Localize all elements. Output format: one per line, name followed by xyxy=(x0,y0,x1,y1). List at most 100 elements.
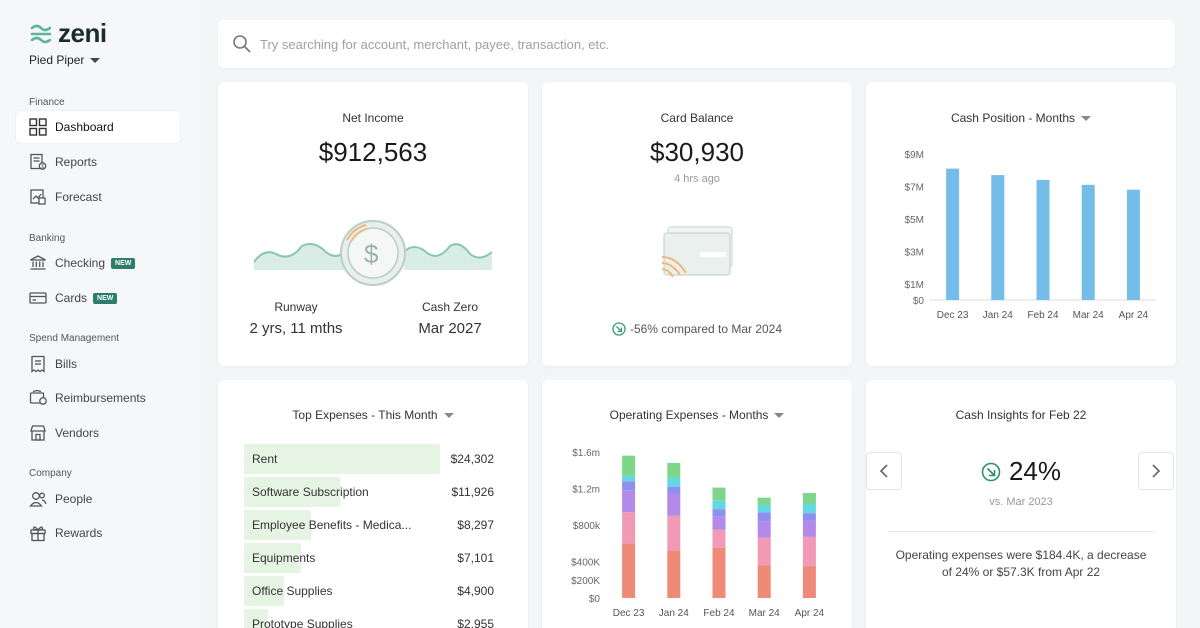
cash-position-card[interactable]: Cash Position - Months $0 $1M $3M $5M $7M $9M… xyxy=(866,82,1176,366)
opex-bar-segment xyxy=(757,537,771,566)
expense-name: Equipments xyxy=(252,551,316,565)
bank-icon xyxy=(28,253,48,273)
reimbursements-icon xyxy=(28,388,48,408)
expense-amount: $4,900 xyxy=(457,584,494,598)
card-balance-title: Card Balance xyxy=(660,111,734,125)
sidebar-item-checking[interactable]: Checking NEW xyxy=(16,247,180,279)
company-switcher[interactable]: Pied Piper xyxy=(29,53,101,67)
sidebar-item-cards[interactable]: Cards NEW xyxy=(16,282,180,314)
sidebar-item-forecast[interactable]: Forecast xyxy=(16,181,180,213)
opex-bar-segment xyxy=(712,487,726,501)
opex-bar-segment xyxy=(802,504,816,514)
section-label-company: Company xyxy=(29,468,72,479)
opex-bar-segment xyxy=(622,543,636,598)
opex-bar-segment xyxy=(667,550,681,598)
bills-icon xyxy=(28,354,48,374)
search-icon xyxy=(233,35,251,53)
cash-insights-title: Cash Insights for Feb 22 xyxy=(955,408,1087,422)
y-tick-label: $1.6m xyxy=(572,448,600,459)
zeni-logo[interactable]: zeni xyxy=(30,18,107,49)
x-tick-label: Dec 23 xyxy=(937,310,969,321)
expense-bar xyxy=(244,543,301,573)
y-tick-label: $7M xyxy=(905,182,924,193)
x-tick-label: Jan 24 xyxy=(659,608,689,619)
expense-row[interactable]: Equipments $7,101 xyxy=(244,543,494,573)
expense-row[interactable]: Software Subscription $11,926 xyxy=(244,477,494,507)
y-tick-label: $200K xyxy=(571,576,600,587)
operating-expenses-card[interactable]: Operating Expenses - Months $0 $200K $400K… xyxy=(542,380,852,628)
sidebar-item-label: Forecast xyxy=(55,190,102,204)
y-tick-label: $5M xyxy=(905,215,924,226)
expense-amount: $24,302 xyxy=(450,452,494,466)
cash-bar xyxy=(1081,184,1095,300)
search-bar[interactable] xyxy=(218,20,1175,68)
section-label-banking: Banking xyxy=(29,233,66,244)
chevron-left-icon xyxy=(879,464,888,478)
operating-expenses-title-dropdown[interactable]: Operating Expenses - Months xyxy=(542,408,852,422)
expense-row[interactable]: Rent $24,302 xyxy=(244,444,494,474)
expense-amount: $7,101 xyxy=(457,551,494,565)
chevron-down-icon xyxy=(774,412,785,418)
top-expenses-card[interactable]: Top Expenses - This Month Rent $24,302 S… xyxy=(218,380,528,628)
opex-bar-segment xyxy=(622,490,636,513)
cash-zero-value: Mar 2027 xyxy=(418,320,482,337)
y-tick-label: $9M xyxy=(905,150,924,161)
sidebar-item-label: Rewards xyxy=(55,526,103,540)
expense-amount: $8,297 xyxy=(457,518,494,532)
opex-bar-segment xyxy=(802,493,816,505)
sidebar-item-vendors[interactable]: Vendors xyxy=(16,417,180,449)
y-tick-label: $800k xyxy=(573,521,601,532)
net-income-card[interactable]: Net Income $912,563 $ Runway 2 yrs, 11 m… xyxy=(218,82,528,366)
expense-name: Software Subscription xyxy=(252,485,369,499)
sidebar-item-people[interactable]: People xyxy=(16,483,180,515)
opex-bar-segment xyxy=(712,509,726,517)
opex-bar-segment xyxy=(757,521,771,538)
next-insight-button[interactable] xyxy=(1138,452,1174,490)
sidebar-item-label: Checking xyxy=(55,256,106,270)
sidebar-item-label: People xyxy=(55,492,93,506)
svg-text:$: $ xyxy=(41,164,44,170)
cash-insights-card[interactable]: Cash Insights for Feb 22 24% vs. Mar 202… xyxy=(866,380,1176,628)
operating-expenses-title: Operating Expenses - Months xyxy=(609,408,769,422)
expense-row[interactable]: Office Supplies $4,900 xyxy=(244,576,494,606)
card-balance-comparison: -56% compared to Mar 2024 xyxy=(629,322,783,336)
sidebar-item-label: Vendors xyxy=(55,426,100,440)
expense-row[interactable]: Prototype Supplies $2,955 xyxy=(244,609,494,628)
opex-bar-segment xyxy=(622,512,636,544)
opex-bar-segment xyxy=(757,512,771,522)
opex-bar-segment xyxy=(667,493,681,516)
net-income-title: Net Income xyxy=(342,111,404,125)
company-name: Pied Piper xyxy=(29,53,85,67)
expense-row[interactable]: Employee Benefits - Medica... $8,297 xyxy=(244,510,494,540)
sidebar-item-reimbursements[interactable]: Reimbursements xyxy=(16,382,180,414)
y-tick-label: $0 xyxy=(589,594,601,605)
runway-label: Runway xyxy=(274,300,318,314)
card-balance-comparison-row: -56% compared to Mar 2024 xyxy=(542,322,852,336)
cash-insight-value-row: 24% xyxy=(866,456,1176,487)
card-balance-card[interactable]: Card Balance $30,930 4 hrs ago -56% comp… xyxy=(542,82,852,366)
reports-icon: $ xyxy=(28,152,48,172)
opex-bar-segment xyxy=(667,486,681,494)
previous-insight-button[interactable] xyxy=(866,452,902,490)
search-input[interactable] xyxy=(260,36,1060,52)
sidebar-item-dashboard[interactable]: Dashboard xyxy=(16,111,180,143)
opex-bar-segment xyxy=(802,513,816,521)
cash-position-title-dropdown[interactable]: Cash Position - Months xyxy=(866,111,1176,125)
sidebar-item-label: Dashboard xyxy=(55,120,114,134)
sidebar: zeni Pied Piper Finance Dashboard $ Repo… xyxy=(0,0,200,628)
top-expenses-title-dropdown[interactable]: Top Expenses - This Month xyxy=(218,408,528,422)
card-icon xyxy=(28,288,48,308)
cash-bar xyxy=(946,168,960,300)
cash-bar xyxy=(991,175,1005,300)
top-expenses-title: Top Expenses - This Month xyxy=(292,408,438,422)
cash-bar xyxy=(1126,189,1140,300)
opex-bar-segment xyxy=(667,477,681,487)
expense-name: Rent xyxy=(252,452,278,466)
expense-bar xyxy=(244,576,284,606)
y-tick-label: $400K xyxy=(571,558,600,569)
sidebar-item-bills[interactable]: Bills xyxy=(16,348,180,380)
sidebar-item-rewards[interactable]: Rewards xyxy=(16,517,180,549)
sidebar-item-reports[interactable]: $ Reports xyxy=(16,146,180,178)
forecast-icon xyxy=(28,187,48,207)
card-balance-value: $30,930 xyxy=(650,137,744,167)
